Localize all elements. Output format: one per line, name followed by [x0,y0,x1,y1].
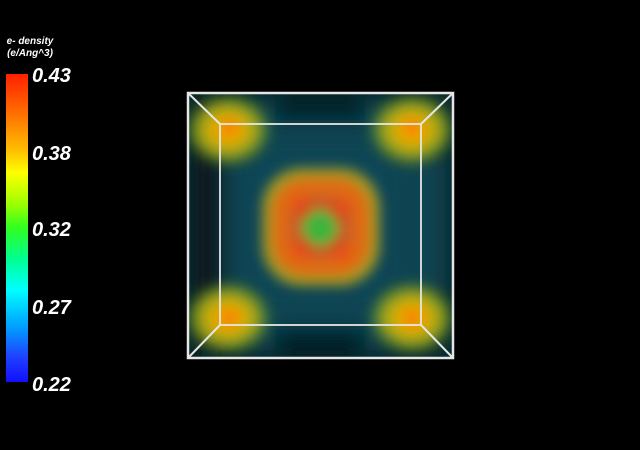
outline-edge [420,92,454,125]
legend-tick-max: 0.43 [32,65,71,87]
legend-tick: 0.38 [32,143,71,165]
color-bar [6,74,28,382]
legend-title: e- density (e/Ang^3) [4,36,56,60]
outline-edge [187,92,221,125]
outline-edge [187,324,221,359]
legend-title-line1: e- density [6,36,54,47]
outline-edge [420,324,454,359]
outline-front-face [186,91,455,360]
center-speckles [224,120,418,324]
legend-title-line2: (e/Ang^3) [7,48,53,59]
legend-tick-min: 0.22 [32,374,71,396]
outline-back-face [219,123,422,326]
center-lobe [262,168,380,286]
legend-tick: 0.27 [32,297,71,319]
legend-tick: 0.32 [32,219,71,241]
outline-box [186,91,455,360]
volume-content [188,93,453,358]
